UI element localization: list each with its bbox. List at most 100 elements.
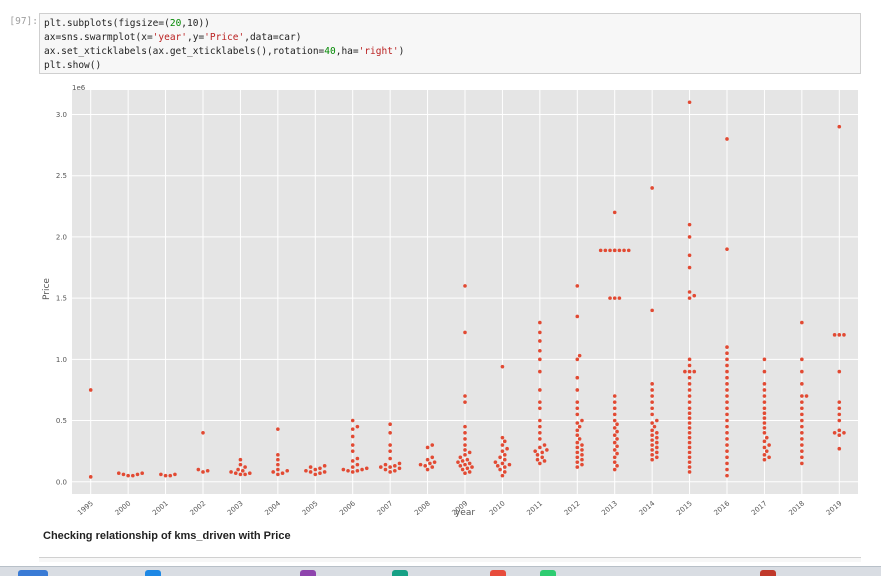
y-axis-ticks: 0.0 0.5 1.0 1.5 2.0 2.5 3.0 (56, 111, 67, 486)
swarm-plot: 0.0 0.5 1.0 1.5 2.0 2.5 3.0 1995 2000 2001 2002 20… (42, 84, 858, 518)
data-point (463, 437, 467, 441)
data-point (725, 430, 729, 435)
next-cell[interactable] (39, 557, 861, 562)
app-icon[interactable] (145, 570, 161, 576)
code-line-4: plt.show() (44, 60, 102, 71)
data-point (355, 462, 360, 467)
data-point (575, 450, 580, 455)
data-point (837, 418, 842, 423)
data-point (575, 400, 580, 404)
data-point (425, 457, 430, 462)
data-point (762, 369, 767, 374)
data-point (88, 388, 93, 392)
data-point (687, 460, 692, 464)
data-point (764, 435, 769, 440)
app-icon[interactable] (300, 570, 316, 576)
data-point (388, 422, 392, 427)
data-point (725, 369, 729, 374)
data-point (238, 462, 243, 467)
data-point (388, 465, 392, 469)
app-icon[interactable] (760, 570, 776, 576)
data-point (650, 406, 654, 411)
data-point (603, 248, 608, 253)
data-point (304, 468, 308, 473)
data-point (575, 428, 580, 433)
data-point (502, 457, 507, 462)
data-point (575, 406, 580, 411)
data-point (383, 467, 388, 472)
data-point (540, 455, 544, 460)
data-point (577, 437, 582, 441)
data-point (800, 461, 804, 466)
data-point (687, 416, 692, 420)
data-point (692, 369, 697, 374)
data-point (615, 429, 619, 434)
explorer-icon[interactable] (18, 570, 48, 576)
data-point (121, 472, 126, 477)
data-point (800, 449, 804, 453)
data-point (612, 467, 617, 472)
data-point (350, 427, 355, 431)
data-point (460, 467, 465, 472)
data-point (500, 473, 505, 478)
data-point (612, 440, 617, 445)
data-point (615, 451, 619, 456)
data-point (800, 412, 804, 417)
data-point (687, 253, 692, 258)
data-point (762, 430, 767, 435)
y-tick-label: 0.0 (56, 478, 67, 486)
data-point (837, 406, 842, 411)
data-point (243, 465, 247, 469)
data-point (580, 448, 584, 452)
data-point (762, 394, 767, 398)
data-point (615, 422, 619, 427)
data-point (500, 435, 505, 440)
data-point (238, 472, 243, 477)
data-point (276, 467, 280, 472)
taskbar (0, 566, 881, 576)
data-point (463, 400, 467, 404)
data-point (498, 455, 502, 460)
data-point (725, 388, 729, 392)
data-point (612, 455, 617, 460)
x-tick-label: 2014 (638, 499, 657, 517)
data-point (538, 388, 542, 392)
data-point (725, 418, 729, 423)
data-point (612, 448, 617, 452)
data-point (350, 418, 355, 423)
data-point (432, 460, 437, 464)
data-point (542, 443, 547, 447)
data-point (650, 400, 654, 404)
data-point (131, 473, 135, 478)
data-point (378, 465, 383, 469)
data-point (393, 464, 397, 468)
data-point (764, 449, 769, 453)
code-cell[interactable]: plt.subplots(figsize=(20,10)) ax=sns.swa… (39, 13, 861, 74)
data-point (318, 471, 322, 475)
data-point (650, 388, 654, 392)
data-point (271, 470, 275, 474)
data-point (622, 248, 626, 253)
data-point (767, 455, 771, 460)
data-point (612, 248, 617, 253)
data-point (575, 440, 580, 445)
data-point (800, 357, 804, 362)
data-point (350, 470, 355, 474)
data-point (725, 473, 729, 478)
data-point (463, 471, 467, 475)
data-point (615, 437, 619, 441)
data-point (545, 448, 549, 452)
x-tick-label: 2007 (376, 499, 395, 517)
data-point (535, 453, 540, 457)
data-point (650, 412, 654, 417)
data-point (341, 467, 346, 472)
app-icon[interactable] (490, 570, 506, 576)
data-point (687, 290, 692, 294)
data-point (687, 265, 692, 270)
app-icon[interactable] (392, 570, 408, 576)
data-point (612, 412, 617, 417)
data-point (612, 296, 617, 300)
app-icon[interactable] (540, 570, 556, 576)
y-tick-label: 1.5 (56, 295, 67, 303)
data-point (652, 424, 657, 429)
